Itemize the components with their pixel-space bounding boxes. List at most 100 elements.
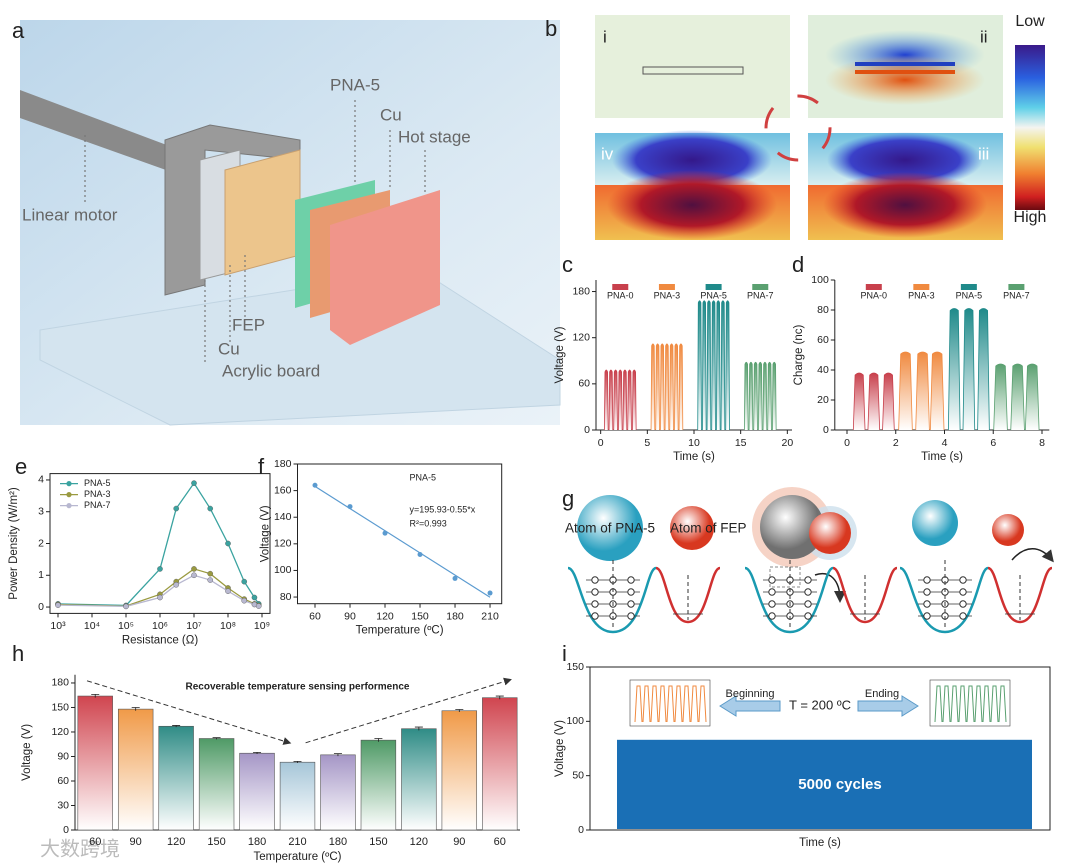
legend-swatch <box>913 284 930 290</box>
bar <box>320 754 356 831</box>
x-axis-label: Time (s) <box>673 451 715 463</box>
series-line <box>57 574 259 608</box>
point <box>452 575 458 581</box>
pulse <box>678 343 684 431</box>
error-bar <box>374 738 383 742</box>
electron <box>768 612 776 620</box>
field <box>827 132 983 188</box>
panel-label: c <box>562 252 573 277</box>
error-bar <box>333 753 342 757</box>
marker <box>157 594 163 601</box>
x-tick-label: 120 <box>410 836 428 848</box>
atom <box>670 506 714 550</box>
y-axis-label: Voltage (V) <box>554 720 566 777</box>
panel-label: d <box>792 252 804 277</box>
electrode <box>855 70 955 74</box>
electron <box>768 576 776 584</box>
pulse <box>947 308 961 431</box>
sim-label: iv <box>601 144 614 163</box>
watermark: 大数跨境 <box>40 837 120 860</box>
y-axis-label: Voltage (V) <box>260 505 272 562</box>
x-tick-label: 10⁹ <box>254 620 270 632</box>
pulse <box>962 308 976 431</box>
x-axis-label: Resistance (Ω) <box>122 634 199 646</box>
pulse <box>882 372 895 431</box>
x-tick-label: 150 <box>369 836 387 848</box>
inset-pulse <box>682 685 691 723</box>
x-tick-label: 90 <box>130 836 142 848</box>
marker <box>173 505 180 512</box>
x-tick-label: 4 <box>942 437 948 449</box>
electron <box>804 588 812 596</box>
panel-g-schematic: Atom of PNA-5 Atom of FEP <box>565 487 1054 603</box>
inset-pulse <box>698 685 707 723</box>
pulse <box>702 300 707 431</box>
potential-well <box>744 566 834 634</box>
potential-well <box>832 566 898 624</box>
marker <box>225 540 231 547</box>
bar <box>401 728 437 831</box>
inset-pulse <box>642 685 651 723</box>
legend-label: PNA-5 <box>956 290 983 300</box>
inset-pulse <box>958 685 967 723</box>
colorbar <box>1015 45 1045 210</box>
marker <box>225 588 231 594</box>
linear-motor <box>20 90 180 175</box>
y-tick-label: 160 <box>274 484 292 496</box>
field <box>825 55 985 105</box>
field <box>823 172 987 238</box>
x-tick-label: 10⁴ <box>84 620 100 632</box>
point <box>312 482 318 488</box>
y-tick-label: 2 <box>38 537 44 549</box>
electron <box>591 588 599 596</box>
y-tick-label: 60 <box>817 334 829 346</box>
hot-stage <box>330 190 440 345</box>
y-tick-label: 150 <box>566 661 584 673</box>
x-tick-label: 90 <box>453 836 465 848</box>
transfer-box <box>769 566 801 588</box>
legend-marker <box>66 492 72 498</box>
trend-arrow <box>305 677 512 744</box>
x-tick-label: 0 <box>844 437 850 449</box>
pulse <box>915 351 930 431</box>
label: Acrylic board <box>222 361 320 380</box>
annotation: y=195.93-0.55*x <box>410 504 476 514</box>
arrow-left <box>719 695 781 717</box>
label: Hot stage <box>398 127 471 146</box>
y-tick-label: 60 <box>578 378 590 390</box>
annotation: Ending <box>865 688 899 700</box>
y-tick-label: 100 <box>274 564 292 576</box>
electron <box>804 600 812 608</box>
x-tick-label: 15 <box>735 437 747 449</box>
atom-label: Atom of FEP <box>670 521 747 536</box>
y-tick-label: 120 <box>51 726 69 738</box>
pulse <box>867 372 881 431</box>
y-tick-label: 100 <box>811 274 829 286</box>
legend-label: PNA-3 <box>654 290 681 300</box>
point <box>382 530 388 536</box>
pulse <box>929 351 945 431</box>
error-bar <box>455 709 464 712</box>
y-tick-label: 180 <box>572 285 590 297</box>
x-tick-label: 10⁶ <box>152 620 168 632</box>
inset-pulse <box>934 685 943 723</box>
sim-label: iii <box>978 144 989 163</box>
pulse <box>762 361 768 431</box>
y-axis-label: Charge (nc) <box>793 324 805 385</box>
pulse <box>767 361 772 431</box>
x-tick-label: 60 <box>309 610 321 622</box>
x-tick-label: 120 <box>376 610 394 622</box>
legend-label: PNA-0 <box>607 290 634 300</box>
panel-a-illustration: PNA-5 Cu Hot stage Linear motor FEP Cu A… <box>20 20 561 426</box>
error-bar <box>212 737 221 740</box>
y-tick-label: 0 <box>823 424 829 436</box>
inset-pulse <box>942 685 951 723</box>
pulse <box>720 300 726 431</box>
pulse <box>1025 363 1040 431</box>
x-tick-label: 8 <box>1039 437 1045 449</box>
marker <box>207 577 214 583</box>
legend-marker <box>66 503 72 509</box>
pulse <box>753 361 758 431</box>
series-line <box>57 568 259 607</box>
pulse <box>650 343 656 431</box>
